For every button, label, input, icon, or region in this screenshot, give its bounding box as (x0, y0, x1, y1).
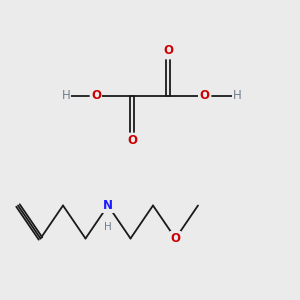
Text: O: O (170, 232, 181, 245)
Text: O: O (91, 89, 101, 103)
Text: O: O (199, 89, 209, 103)
Text: O: O (163, 44, 173, 58)
Text: H: H (61, 89, 70, 103)
Text: O: O (127, 134, 137, 148)
Text: N: N (103, 199, 113, 212)
Text: H: H (232, 89, 242, 103)
Text: H: H (104, 221, 112, 232)
